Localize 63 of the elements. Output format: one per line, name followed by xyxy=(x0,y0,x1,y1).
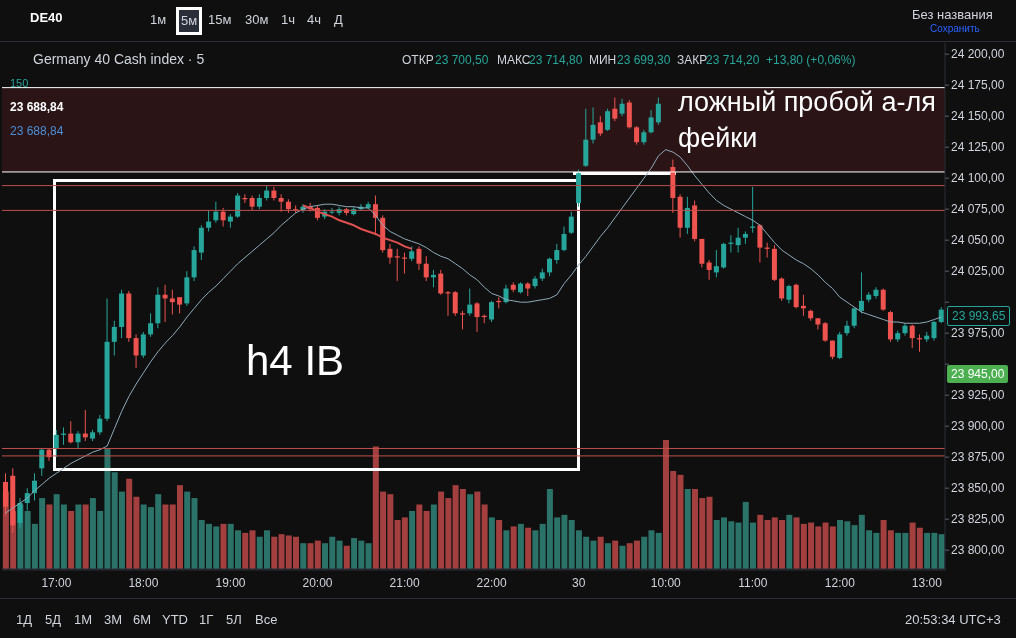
y-tick-label: 24 025,00 xyxy=(951,264,1005,279)
x-tick-label: 12:00 xyxy=(824,575,856,590)
y-tick-label: 24 100,00 xyxy=(951,171,1005,186)
text: 1ч xyxy=(281,12,296,28)
text: DE40 xyxy=(30,10,63,26)
annotation: ЗАКР xyxy=(677,53,708,68)
x-tick-label: 17:00 xyxy=(41,575,72,590)
y-tick-label: 23 900,00 xyxy=(951,419,1005,434)
annotation: 23 688,84 xyxy=(10,124,64,139)
x-tick-label: 13:00 xyxy=(911,575,943,590)
x-tick-label: 22:00 xyxy=(476,575,507,590)
annotation: 23 699,30 xyxy=(617,53,671,68)
annotation: 23 714,80 xyxy=(529,53,583,68)
text: 23 993,65 xyxy=(947,306,1011,326)
y-tick-label: 24 075,00 xyxy=(951,202,1005,217)
y-tick-label: 24 200,00 xyxy=(951,47,1005,62)
text: 3М xyxy=(104,612,123,628)
y-tick-label: 24 175,00 xyxy=(951,78,1005,93)
annotation: +13,80 (+0,06%) xyxy=(766,53,856,68)
y-tick-label: 23 875,00 xyxy=(951,450,1005,465)
text: 15м xyxy=(208,12,232,28)
text: 5Л xyxy=(226,612,242,628)
annotation: ОТКР xyxy=(402,53,434,68)
y-tick-label: 24 150,00 xyxy=(951,109,1005,124)
x-tick-label: 18:00 xyxy=(128,575,159,590)
annotation: МИН xyxy=(589,53,617,68)
y-tick-label: 23 825,00 xyxy=(951,512,1005,527)
text: 5м xyxy=(176,7,203,35)
y-tick-label: 24 125,00 xyxy=(951,140,1005,155)
y-tick-label: 23 925,00 xyxy=(951,388,1005,403)
text: 30м xyxy=(245,12,269,28)
text: Все xyxy=(255,612,278,628)
y-tick-label: 23 975,00 xyxy=(951,326,1005,341)
text: 4ч xyxy=(307,12,322,28)
text: 5Д xyxy=(45,612,62,628)
x-tick-label: 19:00 xyxy=(215,575,246,590)
text: 1Г xyxy=(199,612,214,628)
text: Без названия xyxy=(912,7,993,23)
annotation: Germany 40 Cash index · 5 xyxy=(33,51,205,68)
x-tick-label: 20:00 xyxy=(302,575,333,590)
text: Сохранить xyxy=(930,23,980,35)
text: 6М xyxy=(133,612,152,628)
text: 1м xyxy=(150,12,167,28)
y-tick-label: 24 050,00 xyxy=(951,233,1005,248)
annotation: ложный пробой а-ля фейки xyxy=(678,86,937,156)
text: 20:53:34 UTC+3 xyxy=(905,612,1001,628)
annotation: 23 688,84 xyxy=(10,100,64,115)
x-tick-label: 10:00 xyxy=(650,575,682,590)
text: 1М xyxy=(74,612,93,628)
annotation: 23 700,50 xyxy=(435,53,489,68)
y-tick-label: 23 850,00 xyxy=(951,481,1005,496)
annotation: 23 714,20 xyxy=(706,53,760,68)
annotation: 150 xyxy=(10,77,29,91)
y-tick-label: 23 800,00 xyxy=(951,543,1005,558)
x-tick-label: 30 xyxy=(572,575,586,590)
annotation: МАКС xyxy=(497,53,531,68)
text: Д xyxy=(334,12,343,28)
text: 23 945,00 xyxy=(947,365,1009,383)
x-tick-label: 11:00 xyxy=(738,575,768,590)
annotation: h4 IB xyxy=(246,336,345,386)
x-tick-label: 21:00 xyxy=(389,575,420,590)
text: YTD xyxy=(162,612,188,628)
text: 1Д xyxy=(16,612,33,628)
